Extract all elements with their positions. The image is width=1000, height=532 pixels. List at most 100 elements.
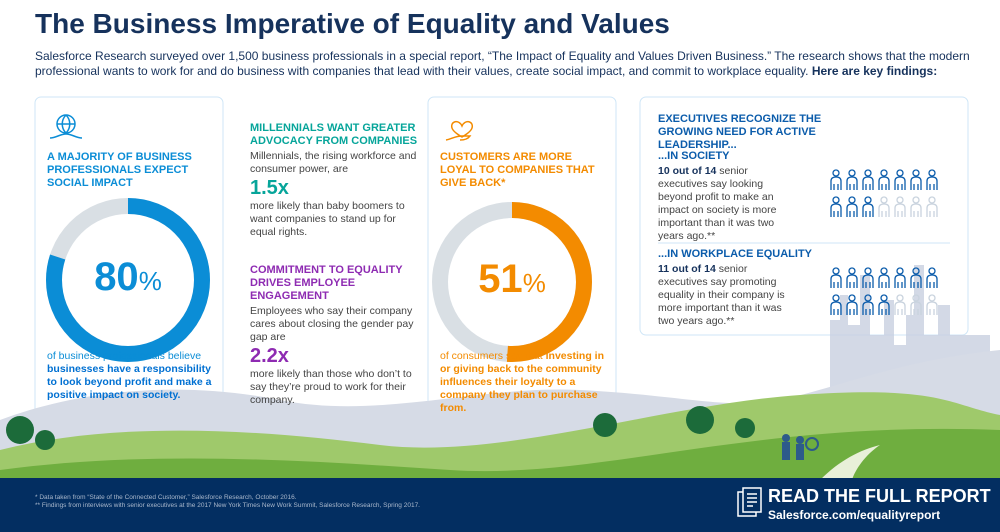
head (896, 267, 904, 275)
total: 14 (704, 263, 716, 275)
body (926, 203, 938, 217)
footnotes: * Data taken from “State of the Connecte… (35, 494, 420, 510)
body (910, 203, 922, 217)
head (928, 169, 936, 177)
heading: EXECUTIVES RECOGNIZE THE GROWING NEED FO… (658, 113, 822, 151)
text: more likely than those who don’t to say … (250, 368, 412, 406)
person-icon (830, 169, 842, 190)
donut-arc (432, 202, 592, 362)
person-icon (926, 169, 938, 190)
donut-label: 51% (432, 257, 592, 302)
panel-frame (639, 96, 969, 336)
person-icon (910, 267, 922, 288)
head (848, 267, 856, 275)
exec-lead: 11 out of 14 (658, 263, 716, 275)
body (878, 301, 890, 315)
head (864, 196, 872, 204)
caption-bold: investing in or giving back to the commu… (440, 350, 604, 414)
total: 14 (704, 165, 717, 177)
body (926, 274, 938, 288)
intro-bold: Here are key findings: (811, 64, 938, 78)
link[interactable]: Salesforce.com/equalityreport (768, 508, 941, 522)
body (862, 301, 874, 315)
person-icon (878, 294, 890, 315)
people-icons (830, 267, 938, 315)
exec-text: 11 out of 14 senior executives say promo… (658, 263, 798, 328)
person-icon (926, 196, 938, 217)
person-icon (830, 294, 842, 315)
body (862, 203, 874, 217)
sub-heading: ...IN WORKPLACE EQUALITY (658, 248, 812, 260)
person-icon (830, 267, 842, 288)
caption-text: of business professionals believe (47, 350, 202, 362)
figure: 1.5x (250, 177, 289, 199)
body (846, 203, 858, 217)
body (846, 176, 858, 190)
person-icon (894, 267, 906, 288)
head (848, 294, 856, 302)
person-icon (846, 196, 858, 217)
heading: A MAJORITY OF BUSINESS PROFESSIONALS EXP… (47, 151, 192, 189)
unit: % (138, 266, 162, 296)
caption-text: of consumers say that (440, 350, 543, 362)
person-icon (910, 169, 922, 190)
intro-text: Salesforce Research surveyed over 1,500 … (35, 49, 970, 78)
body (862, 274, 874, 288)
body (894, 203, 906, 217)
caption-bold: businesses have a responsibility to look… (47, 363, 212, 401)
person-icon (862, 294, 874, 315)
person-icon (878, 169, 890, 190)
person-icon (878, 267, 890, 288)
footer-bar (0, 478, 1000, 532)
head (896, 294, 904, 302)
person-icon (894, 196, 906, 217)
head (880, 294, 888, 302)
person-icon (926, 294, 938, 315)
footnote: * Data taken from “State of the Connecte… (35, 494, 297, 501)
person-icon (894, 169, 906, 190)
text: senior executives say looking beyond pro… (658, 165, 777, 242)
intro: Salesforce Research surveyed over 1,500 … (35, 49, 970, 79)
person-icon (862, 267, 874, 288)
cta[interactable]: READ THE FULL REPORT (768, 486, 991, 506)
head (848, 169, 856, 177)
body (830, 203, 842, 217)
exec-text: 10 out of 14 senior executives say looki… (658, 165, 798, 243)
head (896, 169, 904, 177)
head (880, 196, 888, 204)
exec-lead: 10 out of 14 (658, 165, 716, 177)
person-icon (846, 294, 858, 315)
head (928, 196, 936, 204)
head (928, 294, 936, 302)
body (910, 301, 922, 315)
stat-block: MILLENNIALS WANT GREATER ADVOCACY FROM C… (250, 122, 420, 239)
heart-icon (445, 120, 474, 141)
person-icon (894, 294, 906, 315)
body (894, 301, 906, 315)
donut-arc (46, 198, 210, 362)
count: 10 (658, 165, 670, 177)
person-icon (926, 267, 938, 288)
text: Employees who say their company cares ab… (250, 305, 414, 343)
body (878, 176, 890, 190)
text: senior executives say promoting equality… (658, 263, 785, 327)
body (846, 274, 858, 288)
footnote: ** Findings from interviews with senior … (35, 502, 420, 509)
report-icon (737, 487, 762, 517)
count: 11 (658, 263, 670, 275)
of: out of (672, 263, 702, 275)
of: out of (672, 165, 702, 177)
head (912, 267, 920, 275)
text: more likely than baby boomers to want co… (250, 200, 405, 238)
head (832, 267, 840, 275)
head (928, 267, 936, 275)
body (846, 301, 858, 315)
people-icons (830, 169, 938, 217)
caption: of consumers say that investing in or gi… (440, 350, 612, 415)
head (864, 169, 872, 177)
head (832, 294, 840, 302)
body (830, 274, 842, 288)
figure: 2.2x (250, 345, 289, 367)
